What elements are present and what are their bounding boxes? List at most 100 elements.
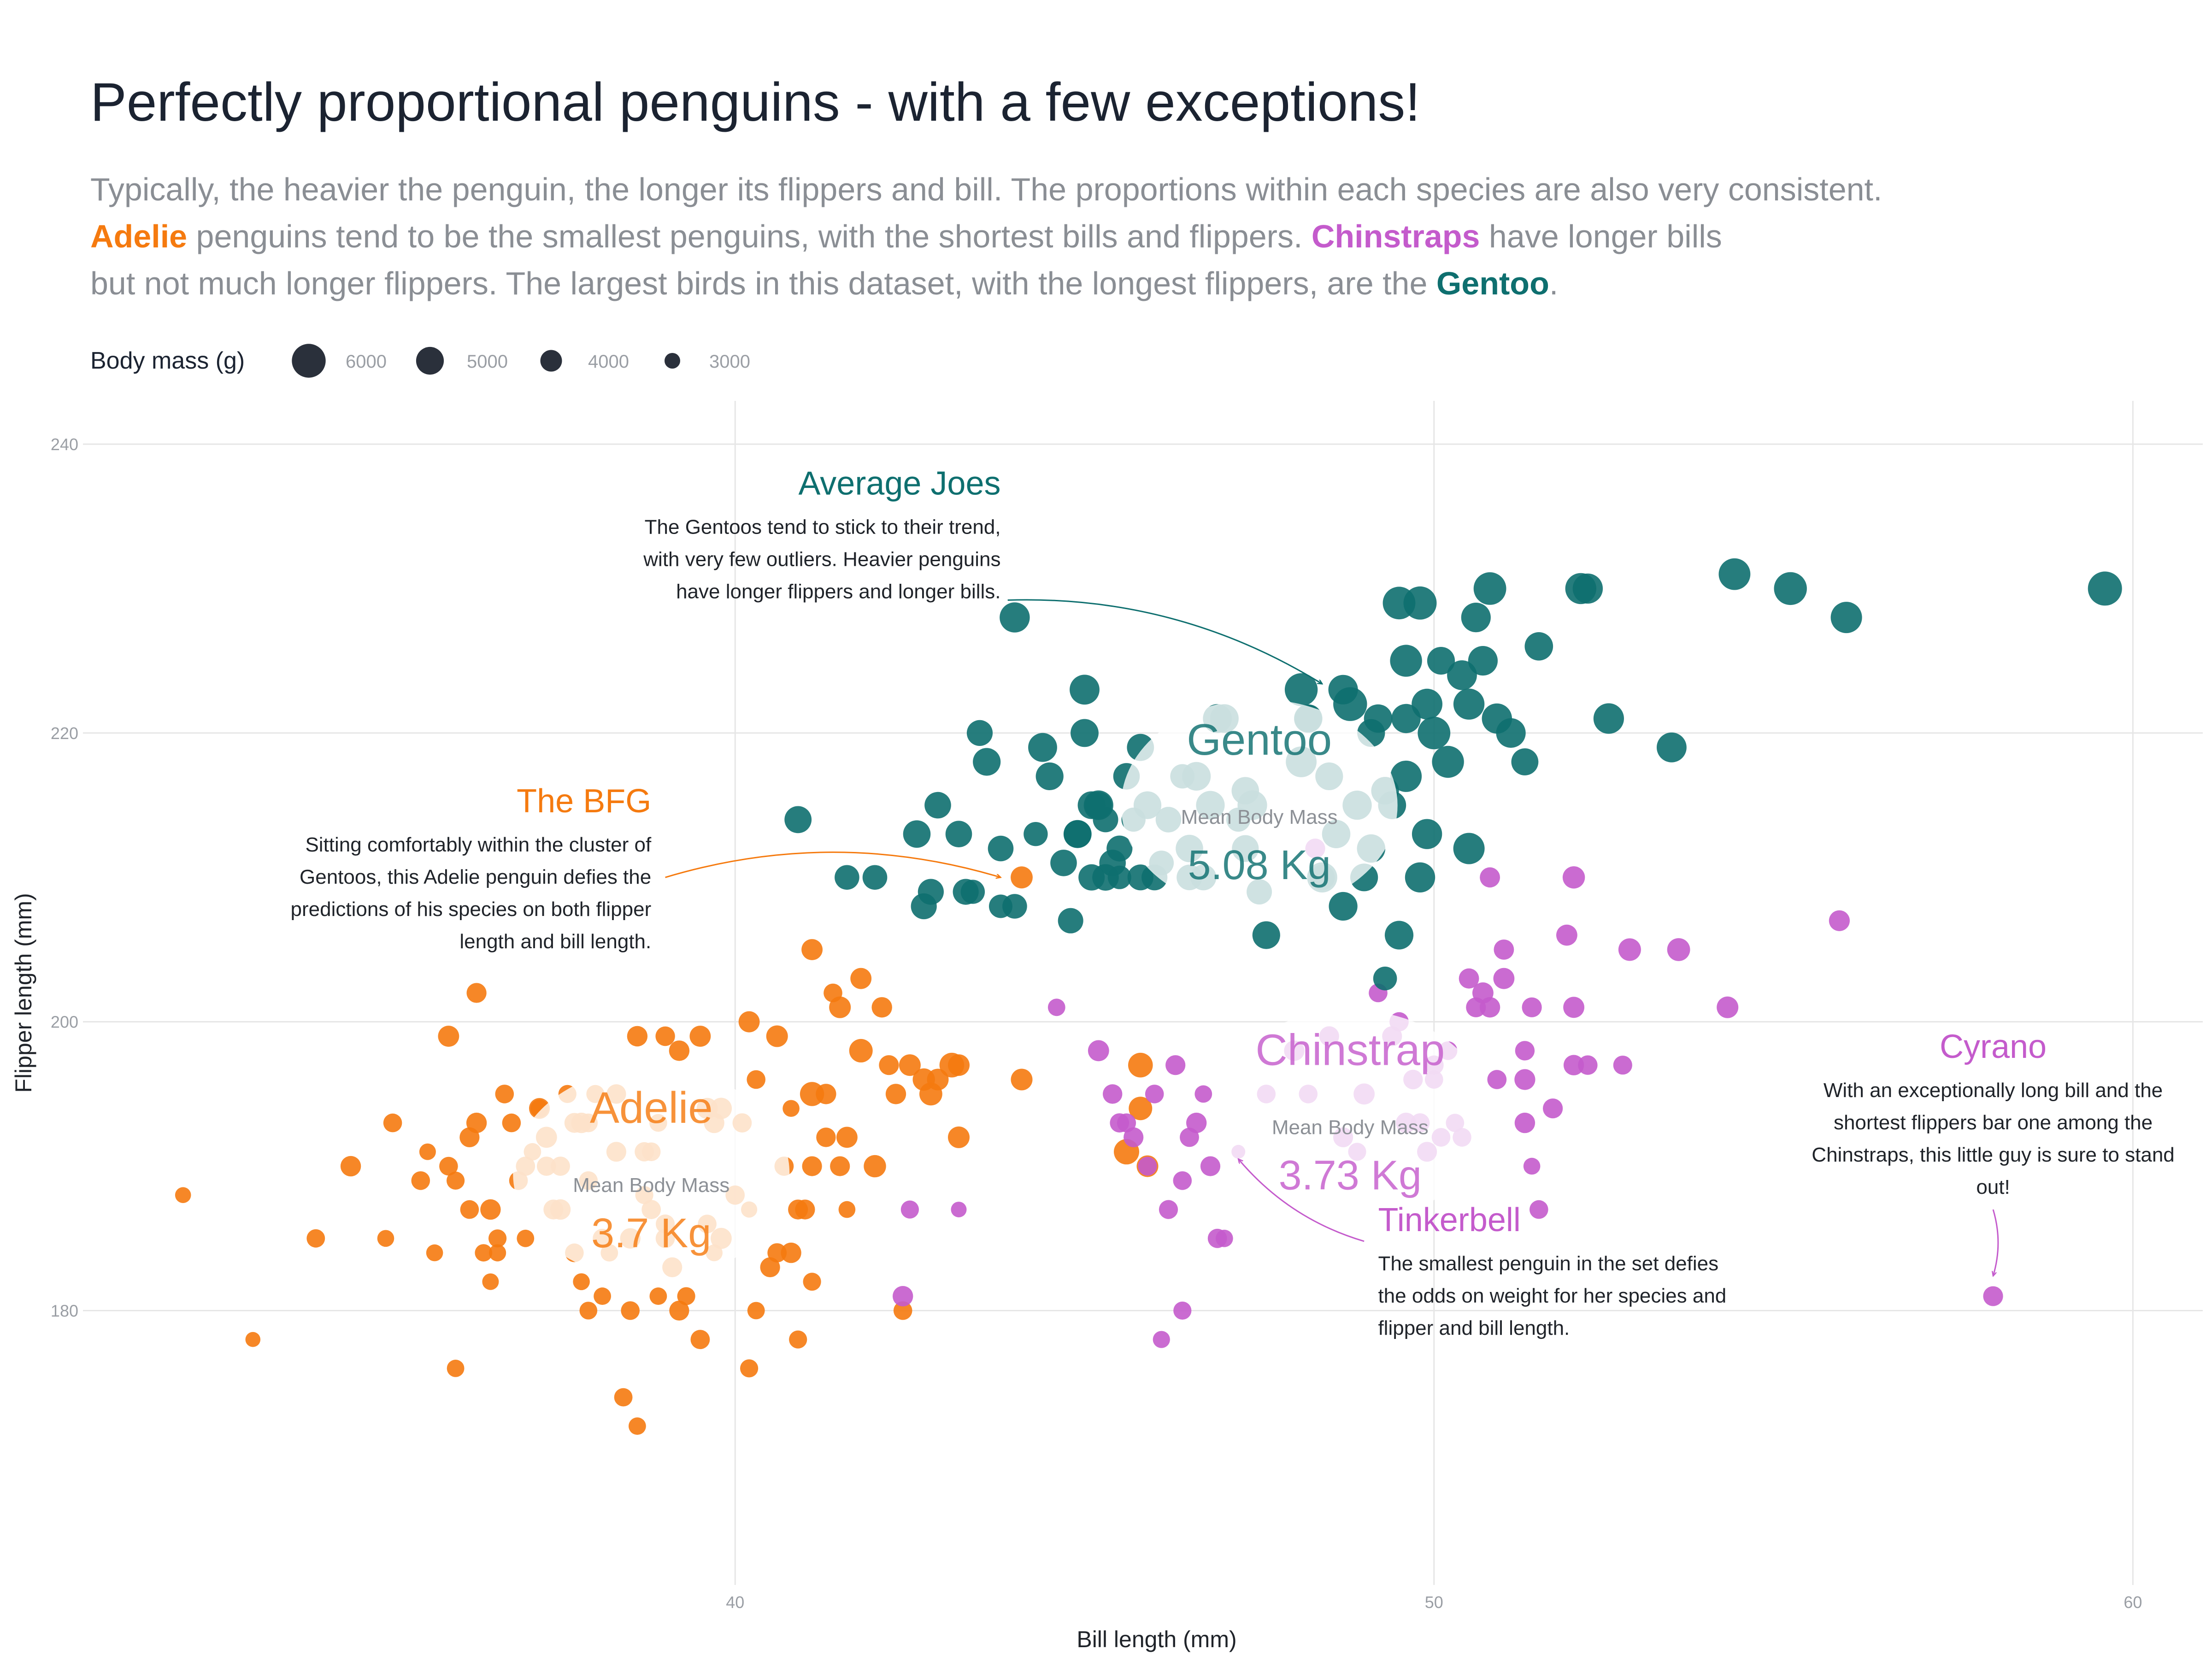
species-label-gentoo: Gentoo Mean Body Mass 5.08 Kg — [1121, 699, 1398, 911]
data-point-chinstrap — [1618, 938, 1641, 961]
data-point-adelie — [795, 1199, 815, 1220]
size-legend-item: 5000 — [416, 346, 508, 375]
subtitle-species-gentoo: Gentoo — [1436, 265, 1549, 301]
data-point-adelie — [466, 983, 487, 1003]
data-point-chinstrap — [1165, 1055, 1186, 1075]
subtitle-text: . — [1549, 265, 1558, 301]
data-point-adelie — [669, 1300, 689, 1321]
data-point-gentoo — [1718, 558, 1751, 590]
data-point-adelie — [411, 1171, 430, 1190]
data-point-gentoo — [1432, 745, 1464, 778]
data-point-gentoo — [1078, 864, 1105, 891]
data-point-chinstrap — [900, 1200, 919, 1219]
data-point-gentoo — [960, 880, 985, 904]
annotation-text-line: length and bill length. — [459, 930, 651, 953]
species-label-halo — [1212, 1010, 1488, 1222]
annotation-text-line: with very few outliers. Heavier penguins — [643, 548, 1000, 571]
data-point-adelie — [649, 1287, 667, 1305]
size-legend-item: 6000 — [292, 344, 387, 378]
data-point-adelie — [573, 1273, 590, 1291]
data-point-adelie — [738, 1011, 760, 1033]
data-point-gentoo — [1774, 572, 1807, 605]
data-point-gentoo — [988, 835, 1014, 862]
data-point-adelie — [801, 939, 823, 960]
data-point-chinstrap — [1138, 1156, 1157, 1176]
data-point-chinstrap — [1088, 1040, 1109, 1062]
data-point-gentoo — [1390, 645, 1422, 677]
series-gentoo — [784, 558, 2122, 991]
size-legend-label: 6000 — [346, 352, 387, 372]
subtitle-text: but not much longer flippers. The larges… — [90, 265, 1436, 301]
data-point-chinstrap — [1514, 1069, 1535, 1090]
data-point-gentoo — [1390, 760, 1422, 792]
data-point-gentoo — [903, 820, 931, 848]
data-point-gentoo — [1063, 820, 1092, 848]
mean-body-mass-value: 3.7 Kg — [591, 1210, 711, 1256]
size-legend-label: 3000 — [709, 352, 750, 372]
size-legend-title: Body mass (g) — [90, 347, 245, 374]
data-point-gentoo — [966, 720, 993, 746]
mean-body-mass-caption: Mean Body Mass — [1181, 806, 1338, 828]
annotation-text-line: flipper and bill length. — [1378, 1317, 1570, 1339]
data-point-gentoo — [1373, 966, 1397, 991]
y-tick-label: 220 — [51, 724, 78, 743]
subtitle-text: have longer bills — [1480, 218, 1722, 254]
annotation-title: Cyrano — [1940, 1028, 2047, 1065]
x-tick-label: 50 — [1425, 1593, 1443, 1612]
data-point-gentoo — [1035, 762, 1064, 790]
annotation-text-line: predictions of his species on both flipp… — [291, 898, 652, 921]
data-point-adelie — [466, 1112, 487, 1133]
data-point-gentoo — [1830, 602, 1862, 634]
size-legend-dot — [292, 344, 326, 378]
data-point-adelie — [781, 1242, 801, 1263]
data-point-gentoo — [1127, 864, 1153, 891]
data-point-adelie — [802, 1156, 822, 1176]
data-point-chinstrap — [1514, 1112, 1535, 1133]
data-point-gentoo — [1002, 894, 1027, 919]
data-point-chinstrap — [1047, 998, 1065, 1016]
data-point-gentoo — [1391, 704, 1421, 734]
species-name: Gentoo — [1187, 715, 1332, 764]
annotation-arrow — [1993, 1209, 1999, 1276]
data-point-adelie — [766, 1025, 788, 1047]
data-point-chinstrap — [1200, 1156, 1221, 1176]
data-point-gentoo — [1106, 835, 1133, 862]
data-point-adelie — [893, 1301, 912, 1320]
data-point-adelie — [803, 1273, 821, 1291]
annotation-title: Average Joes — [799, 465, 1001, 502]
species-label-halo — [1121, 699, 1398, 911]
size-legend-item: 3000 — [665, 352, 750, 372]
size-legend-dot — [540, 350, 562, 372]
data-point-adelie — [850, 968, 872, 989]
data-point-chinstrap — [1543, 1098, 1563, 1119]
annotation-arrow — [665, 851, 1001, 878]
subtitle-species-adelie: Adelie — [90, 218, 187, 254]
data-point-chinstrap — [1493, 968, 1515, 989]
data-point-adelie — [760, 1257, 780, 1278]
data-point-gentoo — [1447, 660, 1477, 690]
data-point-chinstrap — [1173, 1171, 1192, 1190]
data-point-adelie — [340, 1156, 361, 1177]
data-point-adelie — [1128, 1052, 1153, 1078]
data-point-adelie — [789, 1330, 807, 1349]
data-point-gentoo — [1511, 748, 1539, 775]
data-point-adelie — [871, 997, 892, 1018]
annotation-text-line: the odds on weight for her species and — [1378, 1285, 1726, 1307]
data-point-gentoo — [1024, 822, 1048, 846]
data-point-gentoo — [1412, 819, 1442, 849]
data-point-gentoo — [1403, 586, 1437, 620]
data-point-chinstrap — [1479, 997, 1500, 1018]
data-point-adelie — [767, 1243, 787, 1263]
data-point-chinstrap — [1717, 996, 1739, 1018]
data-point-gentoo — [1427, 647, 1455, 675]
data-point-gentoo — [835, 865, 859, 890]
chart-subtitle-line: but not much longer flippers. The larges… — [90, 265, 1558, 301]
annotation-text-line: shortest flippers bar one among the — [1834, 1111, 2153, 1134]
data-point-gentoo — [1028, 733, 1057, 762]
y-tick-label: 180 — [51, 1302, 78, 1321]
data-point-adelie — [621, 1301, 640, 1320]
data-point-adelie — [747, 1070, 765, 1089]
data-point-adelie — [927, 1068, 949, 1091]
